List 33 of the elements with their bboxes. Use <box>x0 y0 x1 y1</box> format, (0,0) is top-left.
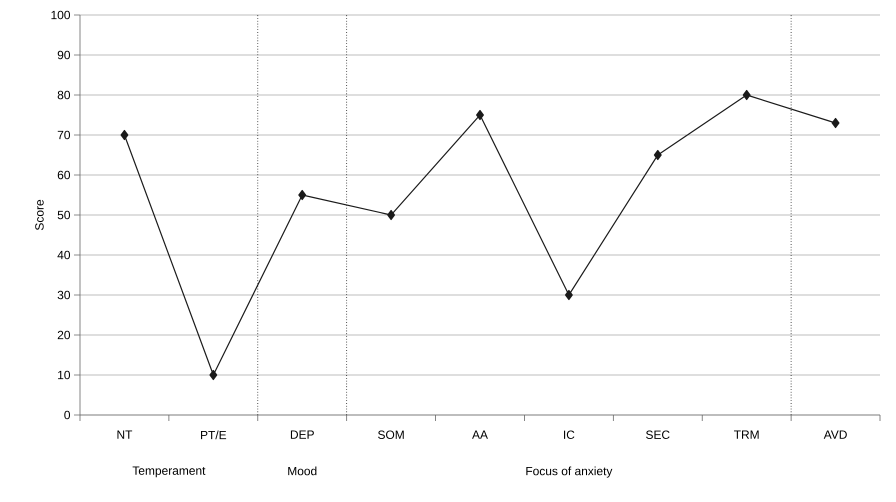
y-tick-label: 20 <box>58 330 70 340</box>
text: Temperament <box>132 466 206 478</box>
text: Focus of anxiety <box>526 466 612 478</box>
x-tick-label: AA <box>472 430 488 439</box>
x-tick-label: PT/E <box>201 430 226 440</box>
y-tick-label: 70 <box>58 130 70 140</box>
y-tick-label: 40 <box>57 250 70 260</box>
x-tick-label: AVD <box>824 430 847 439</box>
point <box>742 90 751 100</box>
x-tick-label: SOM <box>378 430 404 439</box>
x-tick-label: TRM <box>734 430 759 439</box>
y-tick-label: 0 <box>64 410 70 420</box>
y-tick-label: 30 <box>58 290 70 300</box>
point <box>564 290 573 300</box>
point <box>298 190 306 200</box>
x-tick-label: IC <box>564 430 574 439</box>
y-tick-label: 60 <box>58 170 70 180</box>
x-tick-label: NT <box>117 430 132 439</box>
point <box>209 370 218 380</box>
y-tick-label: 80 <box>58 90 70 100</box>
point <box>120 130 128 140</box>
text: Mood <box>288 466 316 476</box>
y-tick-label: 10 <box>58 370 70 380</box>
point <box>832 118 840 128</box>
y-tick-label: 100 <box>51 10 70 20</box>
point <box>476 110 484 120</box>
y-axis-title: Score <box>35 200 44 230</box>
point <box>654 150 662 160</box>
x-tick-label: DEP <box>290 430 314 439</box>
y-tick-label: 50 <box>58 210 70 220</box>
point <box>387 210 396 220</box>
x-tick-label: SEC <box>646 430 670 439</box>
y-tick-label: 90 <box>58 50 70 60</box>
